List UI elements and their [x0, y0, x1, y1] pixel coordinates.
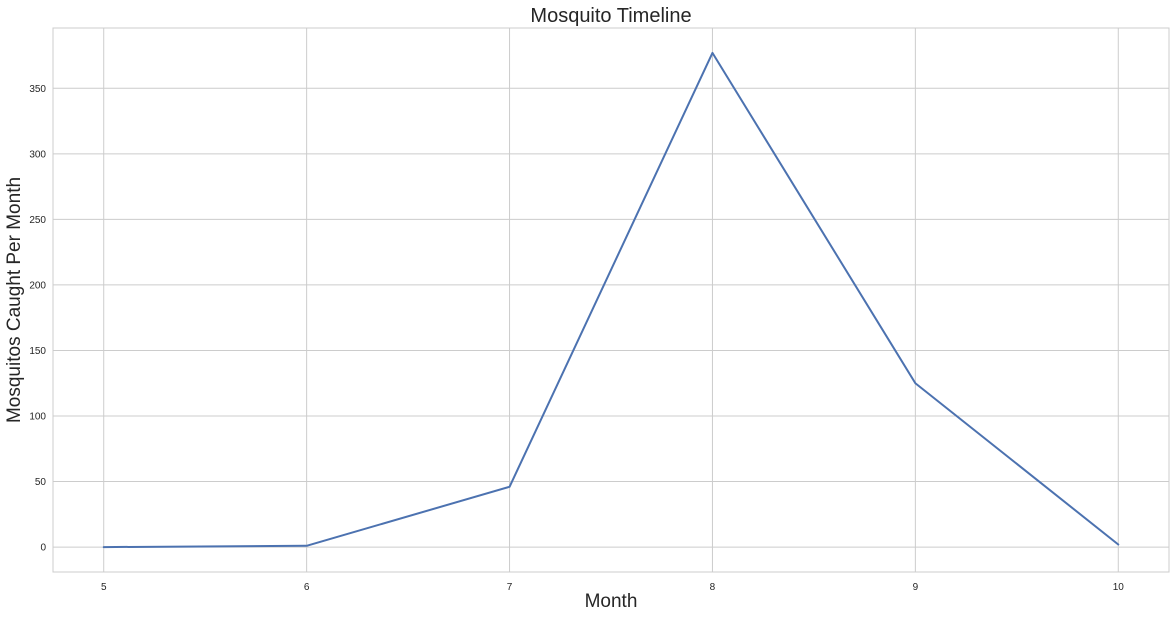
y-tick-label: 100 — [29, 412, 46, 423]
x-tick-labels: 5 6 7 8 9 10 — [101, 582, 1124, 593]
x-tick-label: 7 — [507, 582, 513, 593]
x-tick-label: 8 — [710, 582, 716, 593]
y-tick-label: 250 — [29, 215, 46, 226]
x-tick-label: 10 — [1113, 582, 1125, 593]
y-tick-label: 350 — [29, 84, 46, 95]
y-tick-label: 50 — [35, 477, 47, 488]
x-tick-label: 5 — [101, 582, 107, 593]
plot-area-frame — [52, 27, 1170, 573]
y-tick-label: 200 — [29, 280, 46, 291]
x-gridlines — [103, 28, 1119, 572]
y-gridlines — [53, 87, 1169, 548]
series-layer — [102, 51, 1120, 549]
y-tick-labels: 0 50 100 150 200 250 300 350 — [29, 84, 46, 554]
series-line — [102, 51, 1120, 549]
y-axis-label: Mosquitos Caught Per Month — [4, 177, 25, 423]
y-tick-label: 300 — [29, 149, 46, 160]
chart-title: Mosquito Timeline — [530, 5, 691, 27]
y-tick-label: 150 — [29, 346, 46, 357]
y-tick-label: 0 — [40, 543, 46, 554]
x-tick-label: 9 — [913, 582, 919, 593]
x-tick-label: 6 — [304, 582, 310, 593]
x-axis-label: Month — [585, 591, 638, 612]
